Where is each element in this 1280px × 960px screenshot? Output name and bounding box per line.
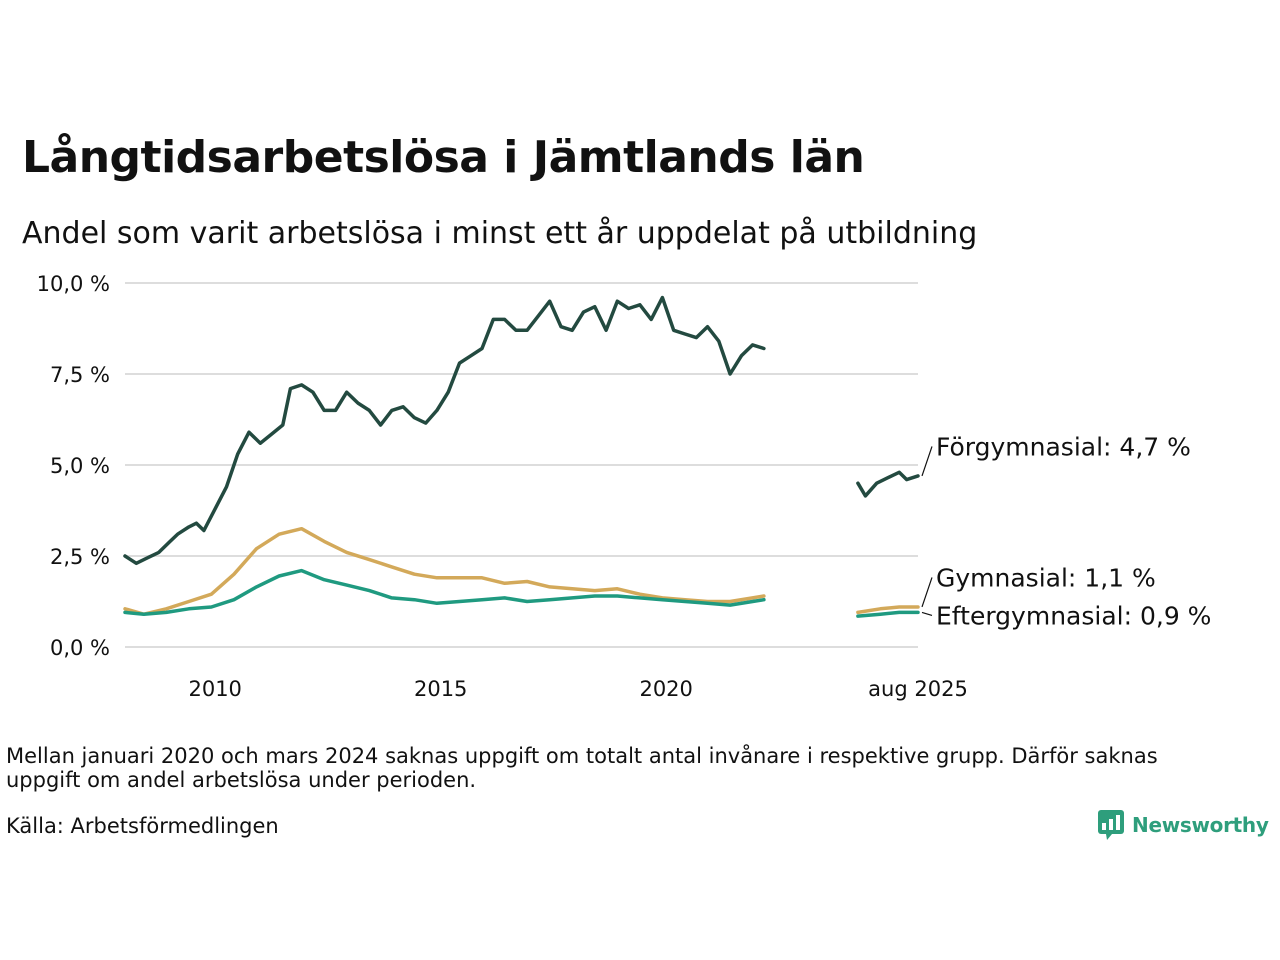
- x-tick-label: aug 2025: [868, 677, 968, 701]
- x-tick-label: 2010: [188, 677, 241, 701]
- series-line: [856, 470, 920, 498]
- chart-title: Långtidsarbetslösa i Jämtlands län: [22, 132, 865, 183]
- end-label-leader: [921, 446, 933, 477]
- end-label: Förgymnasial: 4,7 %: [936, 432, 1191, 461]
- end-labels: Förgymnasial: 4,7 % Gymnasial: 1,1 % Efter…: [921, 432, 1211, 630]
- x-tick-label: 2015: [414, 677, 467, 701]
- end-label-leader: [921, 577, 933, 608]
- chart-source: Källa: Arbetsförmedlingen: [6, 814, 279, 838]
- end-label-leader: [921, 611, 933, 616]
- gridlines: [125, 282, 918, 648]
- series-line: [856, 610, 920, 618]
- logo-text: Newsworthy: [1132, 813, 1269, 837]
- series-line: [856, 605, 920, 615]
- end-label: Eftergymnasial: 0,9 %: [936, 601, 1211, 630]
- newsworthy-logo: Newsworthy: [1098, 808, 1269, 842]
- y-tick-label: 0,0 %: [50, 636, 110, 660]
- y-tick-label: 7,5 %: [50, 363, 110, 387]
- series-line: [123, 295, 766, 566]
- series-lines: [123, 295, 920, 618]
- x-axis-tick-labels: 2010 2015 2020 aug 2025: [188, 677, 967, 701]
- chart-note: Mellan januari 2020 och mars 2024 saknas…: [6, 744, 1158, 792]
- series-line: [123, 526, 766, 616]
- line-chart: 0,0 % 2,5 % 5,0 % 7,5 % 10,0 % 2010 2015 2020 a…: [37, 272, 1212, 701]
- y-axis-tick-labels: 0,0 % 2,5 % 5,0 % 7,5 % 10,0 %: [37, 272, 110, 660]
- bar-chart-speech-icon: [1098, 810, 1124, 840]
- chart-subtitle: Andel som varit arbetslösa i minst ett å…: [22, 216, 978, 251]
- y-tick-label: 2,5 %: [50, 545, 110, 569]
- end-label: Gymnasial: 1,1 %: [936, 563, 1156, 592]
- y-tick-label: 10,0 %: [37, 272, 110, 296]
- y-tick-label: 5,0 %: [50, 454, 110, 478]
- series-line: [123, 568, 766, 616]
- x-tick-label: 2020: [639, 677, 692, 701]
